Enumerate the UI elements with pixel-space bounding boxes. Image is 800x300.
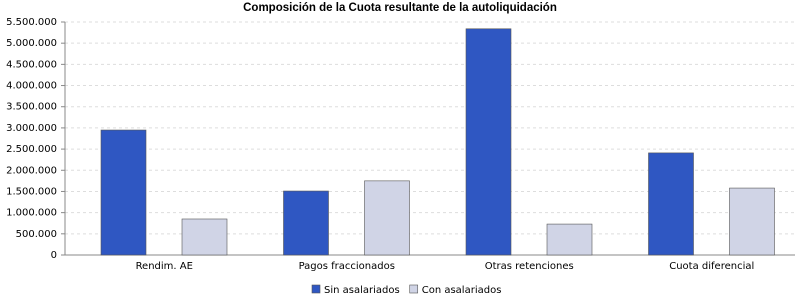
y-tick-label: 500.000 bbox=[16, 229, 57, 240]
x-tick-label: Otras retenciones bbox=[485, 261, 574, 272]
chart-title: Composición de la Cuota resultante de la… bbox=[243, 2, 557, 14]
y-tick-label: 0 bbox=[51, 250, 57, 261]
y-tick-label: 2.000.000 bbox=[6, 165, 57, 176]
y-tick-label: 3.500.000 bbox=[6, 102, 57, 113]
bar bbox=[100, 129, 147, 256]
legend-swatch bbox=[409, 284, 419, 294]
legend-label: Sin asalariados bbox=[324, 285, 400, 296]
bar bbox=[729, 187, 775, 256]
y-tick-label: 2.500.000 bbox=[6, 144, 57, 155]
bar bbox=[648, 152, 694, 256]
bar bbox=[546, 223, 593, 256]
y-tick-label: 1.000.000 bbox=[6, 208, 57, 219]
y-tick-label: 1.500.000 bbox=[6, 186, 57, 197]
legend-swatch bbox=[311, 284, 321, 294]
x-tick-label: Cuota diferencial bbox=[669, 261, 754, 272]
bar bbox=[364, 180, 410, 256]
x-tick-label: Rendim. AE bbox=[136, 261, 193, 272]
y-tick-label: 3.000.000 bbox=[6, 123, 57, 134]
bar bbox=[283, 190, 329, 256]
bar bbox=[181, 218, 228, 256]
y-tick-label: 5.000.000 bbox=[6, 38, 57, 49]
y-tick-label: 5.500.000 bbox=[6, 17, 57, 28]
y-tick-label: 4.500.000 bbox=[6, 59, 57, 70]
y-tick-label: 4.000.000 bbox=[6, 81, 57, 92]
bar bbox=[465, 28, 512, 256]
x-tick-label: Pagos fraccionados bbox=[299, 261, 395, 272]
legend-label: Con asalariados bbox=[422, 285, 502, 296]
